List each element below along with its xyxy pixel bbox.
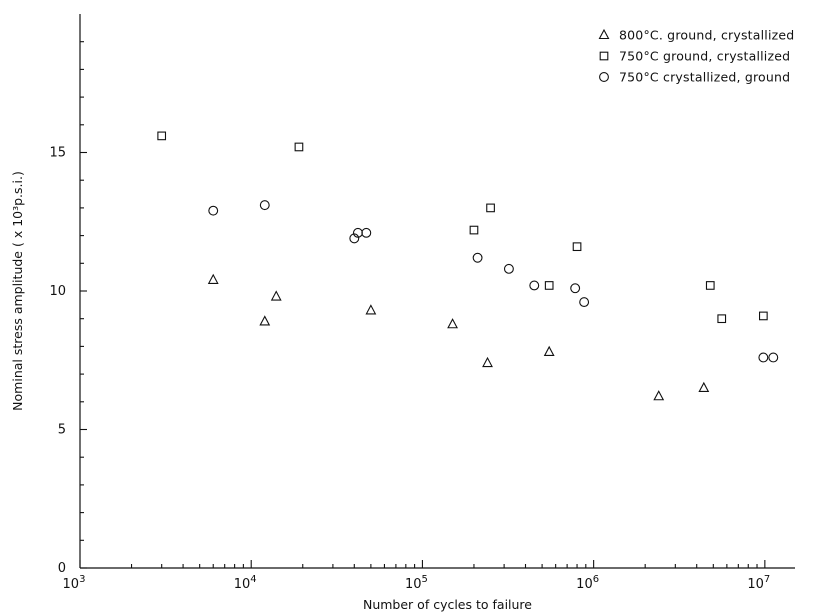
legend-label: 800°C. ground, crystallized — [619, 28, 794, 43]
square-data-point — [572, 242, 582, 252]
triangle-data-point — [653, 390, 665, 401]
square-data-point — [758, 311, 768, 321]
circle-data-point — [208, 205, 219, 216]
y-tick-label: 5 — [58, 423, 66, 438]
square-data-point — [544, 281, 554, 290]
legend-label: 750°C crystallized, ground — [619, 70, 790, 85]
legend-item: 750°C ground, crystallized — [599, 49, 790, 64]
square-data-point — [717, 314, 727, 324]
triangle-data-point — [698, 381, 710, 393]
square-data-point — [705, 281, 715, 290]
square-data-point — [486, 203, 495, 213]
circle-data-point — [570, 283, 581, 294]
circle-data-point — [503, 263, 514, 274]
legend-item: 800°C. ground, crystallized — [598, 28, 794, 43]
x-tick-label: 105 — [405, 574, 428, 592]
legend-label: 750°C ground, crystallized — [619, 49, 790, 64]
ticks: 0 5 10 15 103 104 105 106 107 — [49, 41, 770, 592]
circle-data-point — [349, 233, 360, 244]
legend: 800°C. ground, crystallized 750°C ground,… — [598, 28, 794, 85]
triangle-data-point — [207, 273, 219, 284]
circle-data-point — [361, 227, 372, 238]
triangle-data-point — [365, 304, 377, 315]
y-tick-label: 0 — [58, 561, 66, 576]
triangle-data-point — [447, 318, 458, 329]
legend-square-marker — [599, 51, 609, 61]
x-tick-label: 107 — [747, 574, 770, 592]
circle-data-point — [529, 280, 540, 291]
legend-item: 750°C crystallized, ground — [599, 70, 790, 85]
triangle-data-point — [543, 345, 555, 356]
series-circle — [208, 200, 779, 363]
circle-data-point — [472, 252, 483, 263]
circle-data-point — [579, 297, 590, 308]
x-tick-label: 104 — [234, 574, 257, 592]
series-triangle — [207, 273, 710, 401]
y-tick-label: 15 — [49, 146, 66, 161]
square-data-point — [469, 225, 479, 235]
square-data-point — [157, 131, 167, 141]
circle-data-point — [758, 352, 769, 363]
axes — [79, 14, 795, 569]
y-axis-label: Nominal stress amplitude ( x 10³p.s.i.) — [10, 171, 25, 411]
x-tick-label: 103 — [63, 574, 86, 592]
legend-triangle-marker — [598, 28, 610, 40]
x-axis-label: Number of cycles to failure — [363, 597, 532, 612]
y-tick-label: 10 — [49, 284, 66, 299]
square-data-point — [294, 142, 304, 152]
triangle-data-point — [270, 290, 282, 301]
legend-circle-marker — [599, 72, 609, 82]
series-square — [157, 131, 768, 324]
data-markers — [157, 131, 779, 401]
circle-data-point — [259, 200, 270, 211]
triangle-data-point — [482, 356, 493, 368]
x-tick-label: 106 — [576, 574, 599, 592]
circle-data-point — [768, 352, 779, 363]
triangle-data-point — [259, 315, 271, 326]
